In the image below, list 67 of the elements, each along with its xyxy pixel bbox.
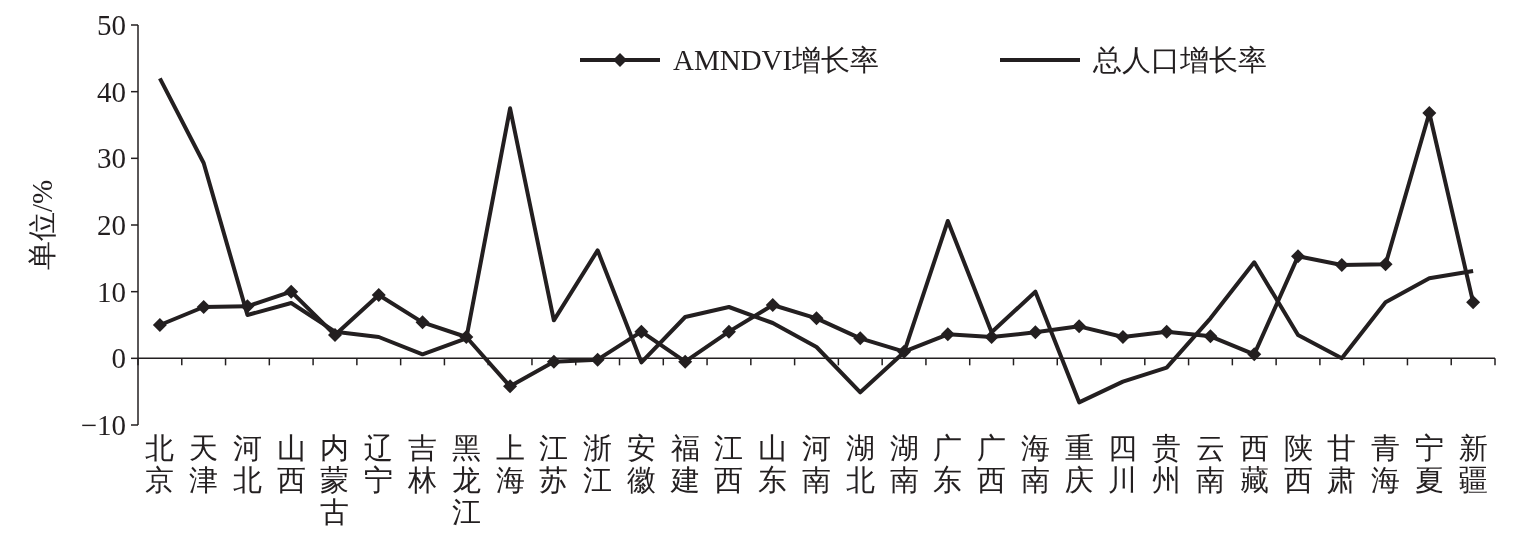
x-tick-label: 河北 [232, 432, 262, 496]
point [546, 354, 561, 369]
x-tick-label: 福建 [669, 432, 700, 496]
x-tick-label: 浙江 [583, 432, 613, 496]
x-tick-label: 重庆 [1064, 432, 1094, 496]
y-tick-label: 10 [97, 275, 126, 308]
point [152, 318, 167, 332]
point [1072, 319, 1087, 334]
point [1115, 330, 1130, 344]
point [678, 354, 693, 369]
x-tick-label: 陕西 [1283, 432, 1313, 496]
point [1291, 249, 1306, 264]
point [196, 300, 211, 314]
y-tick-label: 50 [97, 9, 126, 41]
point [721, 324, 736, 339]
point [1247, 347, 1262, 362]
point [1028, 325, 1043, 340]
x-tick-label: 山西 [276, 432, 306, 496]
point [765, 298, 780, 312]
x-tick-label: 宁夏 [1414, 432, 1444, 496]
point [1159, 324, 1174, 339]
x-tick-label: 河南 [802, 432, 831, 496]
x-tick-label: 广东 [933, 432, 963, 496]
legend-label: AMNDVI增长率 [673, 44, 880, 76]
point [1334, 258, 1349, 272]
x-tick-label: 广西 [977, 432, 1007, 496]
x-tick-label: 新疆 [1458, 432, 1488, 496]
point [1203, 329, 1218, 344]
x-tick-label: 安徽 [626, 432, 656, 496]
x-tick-label: 辽宁 [364, 432, 394, 496]
legend-label: 总人口增长率 [1092, 44, 1267, 76]
x-tick-label: 江苏 [539, 432, 569, 496]
x-tick-label: 海南 [1020, 432, 1050, 496]
x-tick-label: 西藏 [1239, 432, 1269, 496]
y-tick-label: 0 [111, 342, 126, 375]
point [590, 352, 605, 367]
point [284, 284, 299, 299]
x-tick-label: 贵州 [1152, 432, 1182, 496]
point [503, 379, 518, 394]
point [853, 331, 868, 346]
y-tick-label: 30 [97, 142, 126, 175]
x-tick-label: 湖南 [889, 432, 919, 496]
y-tick-label: 40 [97, 75, 126, 108]
y-tick-label: 20 [97, 209, 126, 241]
x-tick-label: 江西 [714, 432, 744, 496]
x-tick-label: 北京 [145, 432, 175, 496]
x-tick-label: 湖北 [845, 432, 875, 496]
x-tick-label: 天津 [189, 432, 219, 496]
point [634, 324, 649, 339]
x-tick-label: 吉林 [407, 432, 438, 496]
y-axis-title: 单位/% [26, 179, 58, 271]
x-tick-label: 内蒙古 [320, 432, 350, 528]
point [415, 315, 430, 330]
point [1422, 106, 1437, 120]
point [940, 327, 955, 342]
x-tick-label: 四川 [1108, 432, 1138, 496]
x-tick-label: 黑龙江 [451, 432, 481, 528]
x-tick-label: 上海 [495, 432, 525, 496]
x-tick-label: 青海 [1371, 432, 1401, 496]
point [1378, 257, 1393, 272]
x-tick-label: 甘肃 [1327, 432, 1357, 496]
x-tick-label: 云南 [1195, 432, 1225, 496]
x-tick-label: 山东 [758, 432, 788, 496]
point [1466, 295, 1481, 310]
point [809, 311, 824, 326]
y-tick-label: −10 [80, 409, 126, 441]
point [371, 288, 386, 302]
